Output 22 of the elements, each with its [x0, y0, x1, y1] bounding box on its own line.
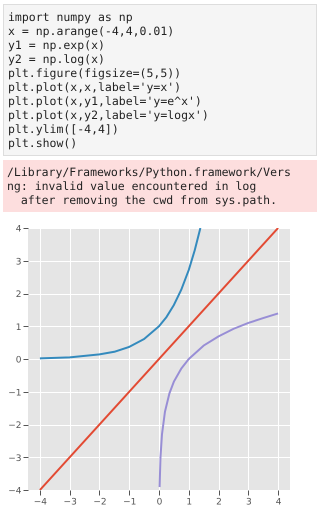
x-tick-label: −3	[64, 498, 77, 508]
y-tick-label: −3	[8, 454, 22, 464]
x-tick-label: −1	[123, 498, 136, 508]
y-tick-label: 1	[16, 322, 22, 333]
line-series	[38, 228, 202, 360]
x-tick-label: −4	[34, 498, 48, 508]
line-series	[158, 312, 280, 488]
y-tick-label: −1	[8, 388, 22, 398]
y-tick-label: 4	[16, 224, 22, 234]
x-tick-label: 3	[246, 498, 252, 508]
x-tick-label: −2	[93, 498, 107, 508]
y-tick-label: −2	[8, 421, 22, 431]
y-tick-label: 3	[16, 257, 22, 268]
y-tick-label: 2	[16, 290, 22, 300]
x-tick-label: 1	[186, 498, 192, 508]
text: import numpy as np x = np.arange(-4,4,0.01) y1 = np.exp(x) y2 = np.log(x) plt.figure(figsize=(5,5)) plt.plot(x,x,label='y=x') plt.plot(x,y1,label='y=e^x') plt.plot(x,y2,label='y=logx') plt.ylim([-4,4]) plt.show()	[8, 10, 209, 150]
text: /Library/Frameworks/Python.framework/Vers ng: invalid value encountered in log after removing the cwd from sys.path.	[3, 160, 317, 212]
y-tick-label: −4	[8, 486, 22, 496]
x-tick-label: 0	[156, 498, 163, 508]
x-tick-label: 4	[276, 498, 282, 508]
y-tick-label: 0	[16, 356, 22, 366]
x-tick-label: 2	[216, 498, 222, 508]
